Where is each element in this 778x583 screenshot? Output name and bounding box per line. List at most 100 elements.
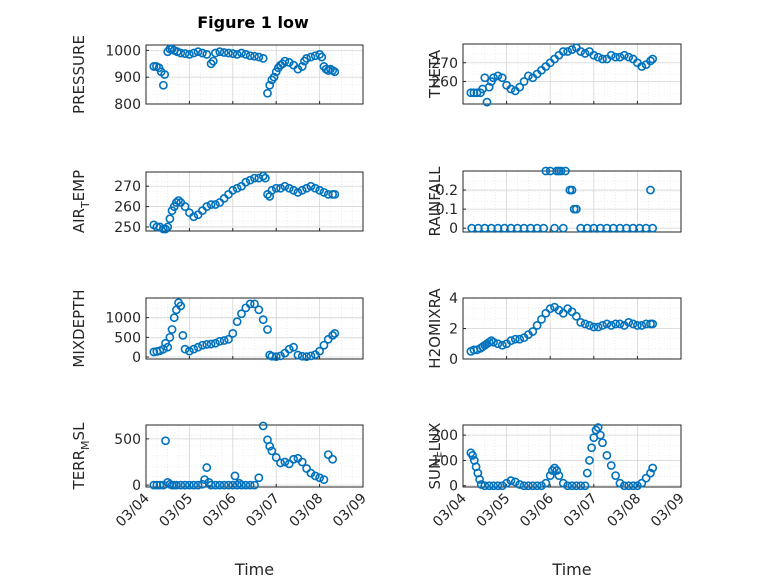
- data-point: [506, 476, 516, 486]
- data-point: [528, 481, 538, 491]
- y-tick-label: 270: [431, 56, 458, 72]
- data-point: [232, 183, 242, 193]
- data-point: [589, 50, 599, 60]
- data-point: [576, 481, 586, 491]
- data-point: [493, 71, 503, 81]
- data-point: [602, 319, 612, 329]
- data-point: [646, 56, 655, 66]
- data-point: [506, 336, 516, 346]
- data-point: [258, 54, 268, 63]
- data-point: [619, 50, 629, 60]
- data-point: [648, 54, 658, 64]
- data-point: [198, 48, 207, 58]
- x-axis-label: Time: [551, 560, 591, 579]
- data-point: [215, 480, 225, 490]
- y-tick-label: 500: [114, 330, 141, 346]
- data-point: [297, 351, 307, 361]
- data-point: [208, 56, 218, 66]
- data-point: [606, 50, 616, 60]
- subplot-6: 0 2 4 H2OMIXRA: [426, 288, 682, 369]
- data-point: [228, 49, 238, 58]
- data-point: [541, 166, 551, 176]
- data-point: [466, 88, 476, 98]
- data-point: [161, 224, 170, 234]
- y-tick-label: 0: [449, 479, 458, 495]
- data-point: [202, 463, 212, 472]
- data-point: [497, 340, 507, 350]
- data-point: [550, 463, 559, 473]
- data-point: [580, 481, 590, 491]
- data-point: [571, 311, 581, 321]
- data-point: [250, 480, 259, 490]
- data-point: [493, 481, 503, 491]
- data-point: [489, 337, 498, 347]
- data-point: [563, 47, 573, 56]
- y-axis-label: TERRMSL: [70, 422, 92, 491]
- data-point: [489, 73, 498, 83]
- data-point: [245, 299, 255, 309]
- y-tick-label: 0.2: [436, 183, 458, 199]
- data-point: [269, 72, 279, 82]
- y-axis-label: MIXDEPTH: [70, 289, 88, 367]
- data-point: [169, 313, 179, 323]
- data-point: [537, 481, 546, 491]
- data-point: [545, 304, 555, 314]
- data-point: [176, 301, 186, 311]
- y-tick-label: 0: [449, 352, 458, 368]
- data-point: [176, 48, 186, 58]
- data-point: [271, 352, 281, 362]
- y-tick-label: 100: [431, 453, 458, 469]
- data-point: [167, 325, 177, 334]
- data-point: [254, 473, 264, 483]
- data-point: [211, 48, 220, 58]
- data-point: [532, 481, 542, 491]
- data-point: [228, 185, 238, 195]
- data-point: [598, 54, 607, 64]
- data-point: [184, 49, 194, 59]
- data-point: [582, 468, 592, 478]
- data-point: [615, 52, 625, 62]
- data-point: [606, 321, 616, 330]
- data-point: [589, 322, 599, 332]
- data-point: [593, 52, 603, 62]
- data-point: [510, 334, 520, 344]
- data-point: [302, 183, 311, 193]
- data-point: [563, 481, 573, 491]
- data-point: [317, 52, 327, 62]
- data-point: [330, 189, 340, 199]
- y-tick-label: 250: [114, 220, 141, 236]
- data-point: [532, 321, 542, 330]
- data-point: [506, 84, 516, 94]
- data-point: [171, 198, 181, 207]
- data-point: [224, 48, 233, 58]
- data-point: [648, 223, 658, 233]
- data-point: [330, 329, 340, 338]
- data-point: [558, 308, 568, 318]
- y-axis-label: H2OMIXRA: [426, 288, 444, 369]
- data-point: [567, 481, 577, 491]
- data-point: [611, 52, 620, 62]
- data-point: [558, 223, 568, 233]
- data-point: [515, 480, 525, 489]
- data-point: [619, 481, 629, 491]
- data-point: [606, 461, 616, 470]
- data-point: [545, 471, 555, 481]
- data-point: [161, 436, 170, 446]
- data-point: [211, 480, 220, 490]
- data-point: [250, 51, 259, 61]
- data-point: [258, 171, 268, 181]
- data-point: [567, 185, 577, 195]
- data-point: [554, 471, 564, 481]
- data-point: [633, 321, 642, 330]
- data-point: [219, 480, 229, 490]
- data-point: [258, 315, 268, 325]
- data-point: [284, 183, 294, 193]
- data-point: [515, 82, 525, 92]
- data-point: [265, 441, 275, 451]
- data-point: [595, 430, 605, 440]
- data-point: [165, 332, 175, 342]
- data-point: [547, 466, 557, 475]
- data-point: [158, 80, 168, 90]
- data-point: [302, 464, 311, 473]
- data-point: [241, 49, 251, 59]
